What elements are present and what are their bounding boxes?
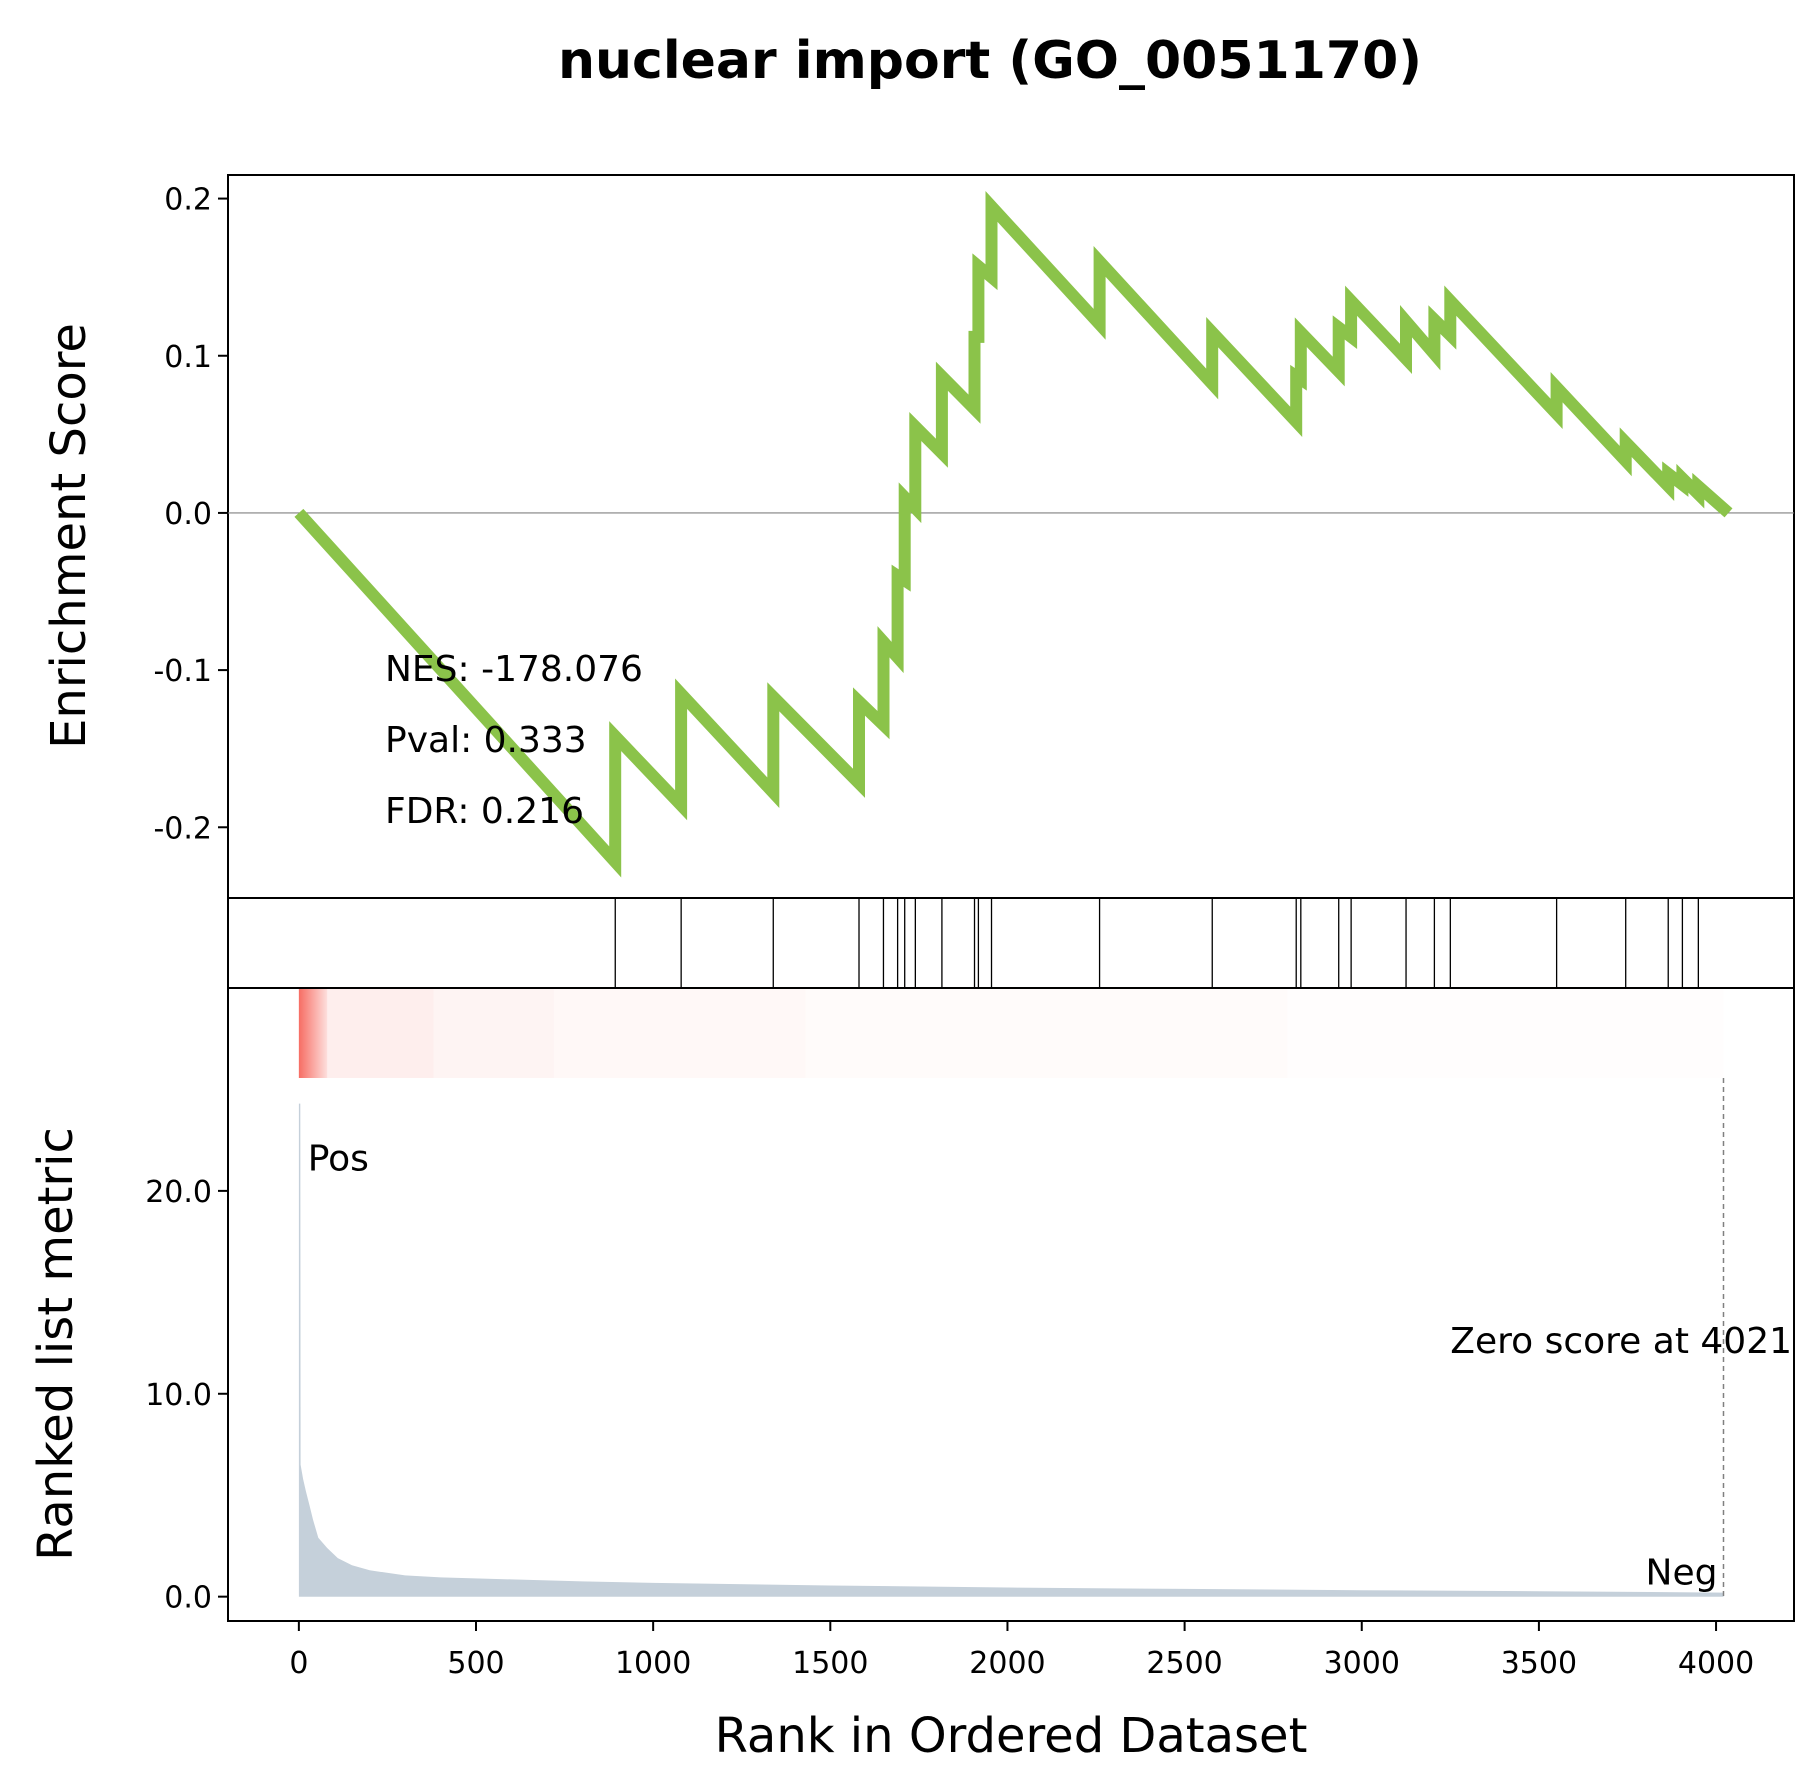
metric-y-axis-title: Ranked list metric [28,1127,84,1561]
chart-title: nuclear import (GO_0051170) [558,31,1422,91]
hits-frame [227,897,1795,989]
enrichment-frame [227,174,1795,899]
x-tick-label: 1000 [615,1646,691,1681]
hit-lines [614,898,1699,988]
heat-segment [553,989,806,1078]
zero-score-label: Zero score at 4021 [1450,1321,1792,1362]
x-tick-label: 4000 [1678,1646,1754,1681]
heat-segment [806,989,1288,1078]
enrichment-y-axis-title: Enrichment Score [41,323,97,749]
enrichment-panel: 0.2 0.1 0.0 -0.1 -0.2 NES: -178.076 Pval: 0.… [41,174,1795,899]
metric-panel: Zero score at 4021 Pos Neg 20.0 10.0 0.0 R… [28,987,1795,1622]
x-tick-label: 2000 [969,1646,1045,1681]
metric-y-tick-label: 0.0 [164,1581,212,1616]
enrichment-score-line [294,190,1733,878]
heat-strip [298,989,1723,1078]
nes-label: NES: -178.076 [385,649,643,690]
enrichment-y-tick-label: -0.2 [153,811,212,846]
x-tick-label: 500 [447,1646,504,1681]
metric-y-tick-label: 10.0 [145,1378,212,1413]
enrichment-y-tick-label: 0.0 [164,497,212,532]
enrichment-y-tick-label: 0.1 [164,340,212,375]
metric-y-tick-label: 20.0 [145,1175,212,1210]
enrichment-y-tick-label: 0.2 [164,183,212,218]
metric-y-ticks: 20.0 10.0 0.0 [145,1175,228,1616]
pos-label: Pos [308,1139,369,1180]
x-tick-label: 1500 [792,1646,868,1681]
heat-segment [1287,989,1723,1078]
heat-segment [433,989,554,1078]
hits-panel [227,897,1795,989]
x-axis-title: Rank in Ordered Dataset [715,1708,1308,1764]
x-tick-label: 3000 [1324,1646,1400,1681]
enrichment-y-ticks: 0.2 0.1 0.0 -0.1 -0.2 [153,183,228,846]
metric-frame [227,987,1795,1622]
enrichment-y-tick-label: -0.1 [153,654,212,689]
heat-peak [298,989,328,1078]
fdr-label: FDR: 0.216 [385,791,584,832]
neg-label: Neg [1646,1552,1718,1593]
pval-label: Pval: 0.333 [385,720,587,761]
x-axis-ticks: 0 500 1000 1500 2000 2500 3000 3500 4000 [289,1621,1754,1681]
x-tick-label: 2500 [1146,1646,1222,1681]
x-tick-label: 3500 [1501,1646,1577,1681]
x-tick-label: 0 [289,1646,308,1681]
